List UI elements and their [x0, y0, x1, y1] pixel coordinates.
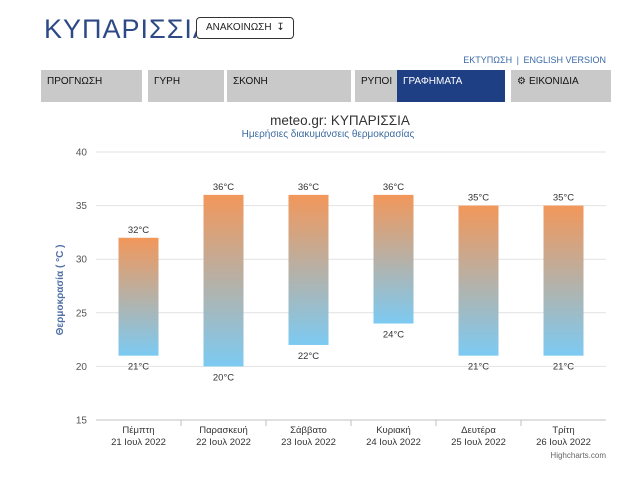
english-version-link[interactable]: ENGLISH VERSION [523, 55, 606, 65]
chart-subtitle: Ημερήσιες διακυμάνσεις θερμοκρασίας [242, 128, 415, 140]
announcement-button[interactable]: ΑΝΑΚΟΙΝΩΣΗ ↧ [196, 17, 294, 39]
low-temp-label: 24°C [383, 330, 404, 341]
high-temp-label: 36°C [383, 182, 404, 193]
x-tick-day: Παρασκευή [199, 425, 248, 436]
x-tick-day: Σάββατο [290, 425, 327, 436]
high-temp-label: 32°C [128, 225, 149, 236]
chart-title: meteo.gr: ΚΥΠΑΡΙΣΣΙΑ [270, 113, 410, 128]
x-tick-day: Τρίτη [552, 425, 574, 436]
bars: 32°C 21°C 36°C 20°C 36°C 22°C 36°C 24°C 35°C 21°C… [118, 182, 584, 383]
arrow-down-icon: ↧ [276, 22, 285, 33]
y-tick-label: 40 [76, 148, 88, 159]
tab-dust[interactable]: ΣΚΟΝΗ [227, 70, 351, 102]
y-tick-label: 30 [76, 255, 88, 266]
tab-charts[interactable]: ΓΡΑΦΗΜΑΤΑ [397, 70, 505, 102]
link-separator: | [516, 55, 519, 65]
announcement-label: ΑΝΑΚΟΙΝΩΣΗ [206, 22, 272, 33]
tab-label: ΓΡΑΦΗΜΑΤΑ [403, 76, 463, 87]
tab-label: ΣΚΟΝΗ [233, 76, 268, 87]
temperature-bar [203, 194, 244, 367]
gear-icon: ⚙ [517, 76, 526, 87]
y-axis-ticks: 15 20 25 30 35 40 [76, 148, 88, 427]
y-tick-label: 15 [76, 416, 88, 427]
low-temp-label: 21°C [553, 362, 574, 373]
tab-icons[interactable]: ⚙ ΕΙΚΟΝΙΔΙΑ [511, 70, 611, 102]
page-title: ΚΥΠΑΡΙΣΣΙΑ [44, 14, 212, 44]
low-temp-label: 20°C [213, 372, 234, 383]
tab-label: ΕΙΚΟΝΙΔΙΑ [528, 76, 579, 87]
x-tick-date: 26 Ιουλ 2022 [536, 437, 591, 448]
temperature-bar [458, 205, 499, 356]
x-tick-date: 22 Ιουλ 2022 [196, 437, 251, 448]
low-temp-label: 21°C [468, 362, 489, 373]
high-temp-label: 35°C [553, 193, 574, 204]
low-temp-label: 22°C [298, 351, 319, 362]
tab-label: ΠΡΟΓΝΩΣΗ [47, 76, 103, 87]
y-tick-label: 20 [76, 362, 88, 373]
x-tick-date: 24 Ιουλ 2022 [366, 437, 421, 448]
main-nav: ΠΡΟΓΝΩΣΗ ΓΥΡΗ ΣΚΟΝΗ ΡΥΠΟΙ ΓΡΑΦΗΜΑΤΑ ⚙ ΕΙΚ… [41, 70, 611, 102]
low-temp-label: 21°C [128, 362, 149, 373]
temperature-bar [288, 194, 329, 345]
x-tick-day: Κυριακή [376, 425, 411, 436]
y-axis-label: Θερμοκρασία ( °C ) [55, 245, 66, 336]
x-tick-day: Πέμπτη [122, 425, 154, 436]
tab-pollen[interactable]: ΓΥΡΗ [148, 70, 224, 102]
temperature-bar [373, 194, 414, 324]
high-temp-label: 35°C [468, 193, 489, 204]
print-link[interactable]: ΕΚΤΥΠΩΣΗ [463, 55, 513, 65]
temperature-bar [543, 205, 584, 356]
top-links: ΕΚΤΥΠΩΣΗ | ENGLISH VERSION [463, 55, 606, 65]
tab-label: ΓΥΡΗ [154, 76, 181, 87]
tab-label: ΡΥΠΟΙ [361, 76, 393, 87]
y-tick-label: 35 [76, 201, 88, 212]
x-tick-date: 21 Ιουλ 2022 [111, 437, 166, 448]
x-tick-date: 23 Ιουλ 2022 [281, 437, 336, 448]
temperature-bar [118, 237, 159, 356]
grid-lines [96, 151, 606, 421]
tab-forecast[interactable]: ΠΡΟΓΝΩΣΗ [41, 70, 142, 102]
x-tick-day: Δευτέρα [461, 425, 496, 436]
high-temp-label: 36°C [298, 182, 319, 193]
x-tick-date: 25 Ιουλ 2022 [451, 437, 506, 448]
high-temp-label: 36°C [213, 182, 234, 193]
y-tick-label: 25 [76, 308, 88, 319]
chart-credits[interactable]: Highcharts.com [550, 451, 606, 460]
